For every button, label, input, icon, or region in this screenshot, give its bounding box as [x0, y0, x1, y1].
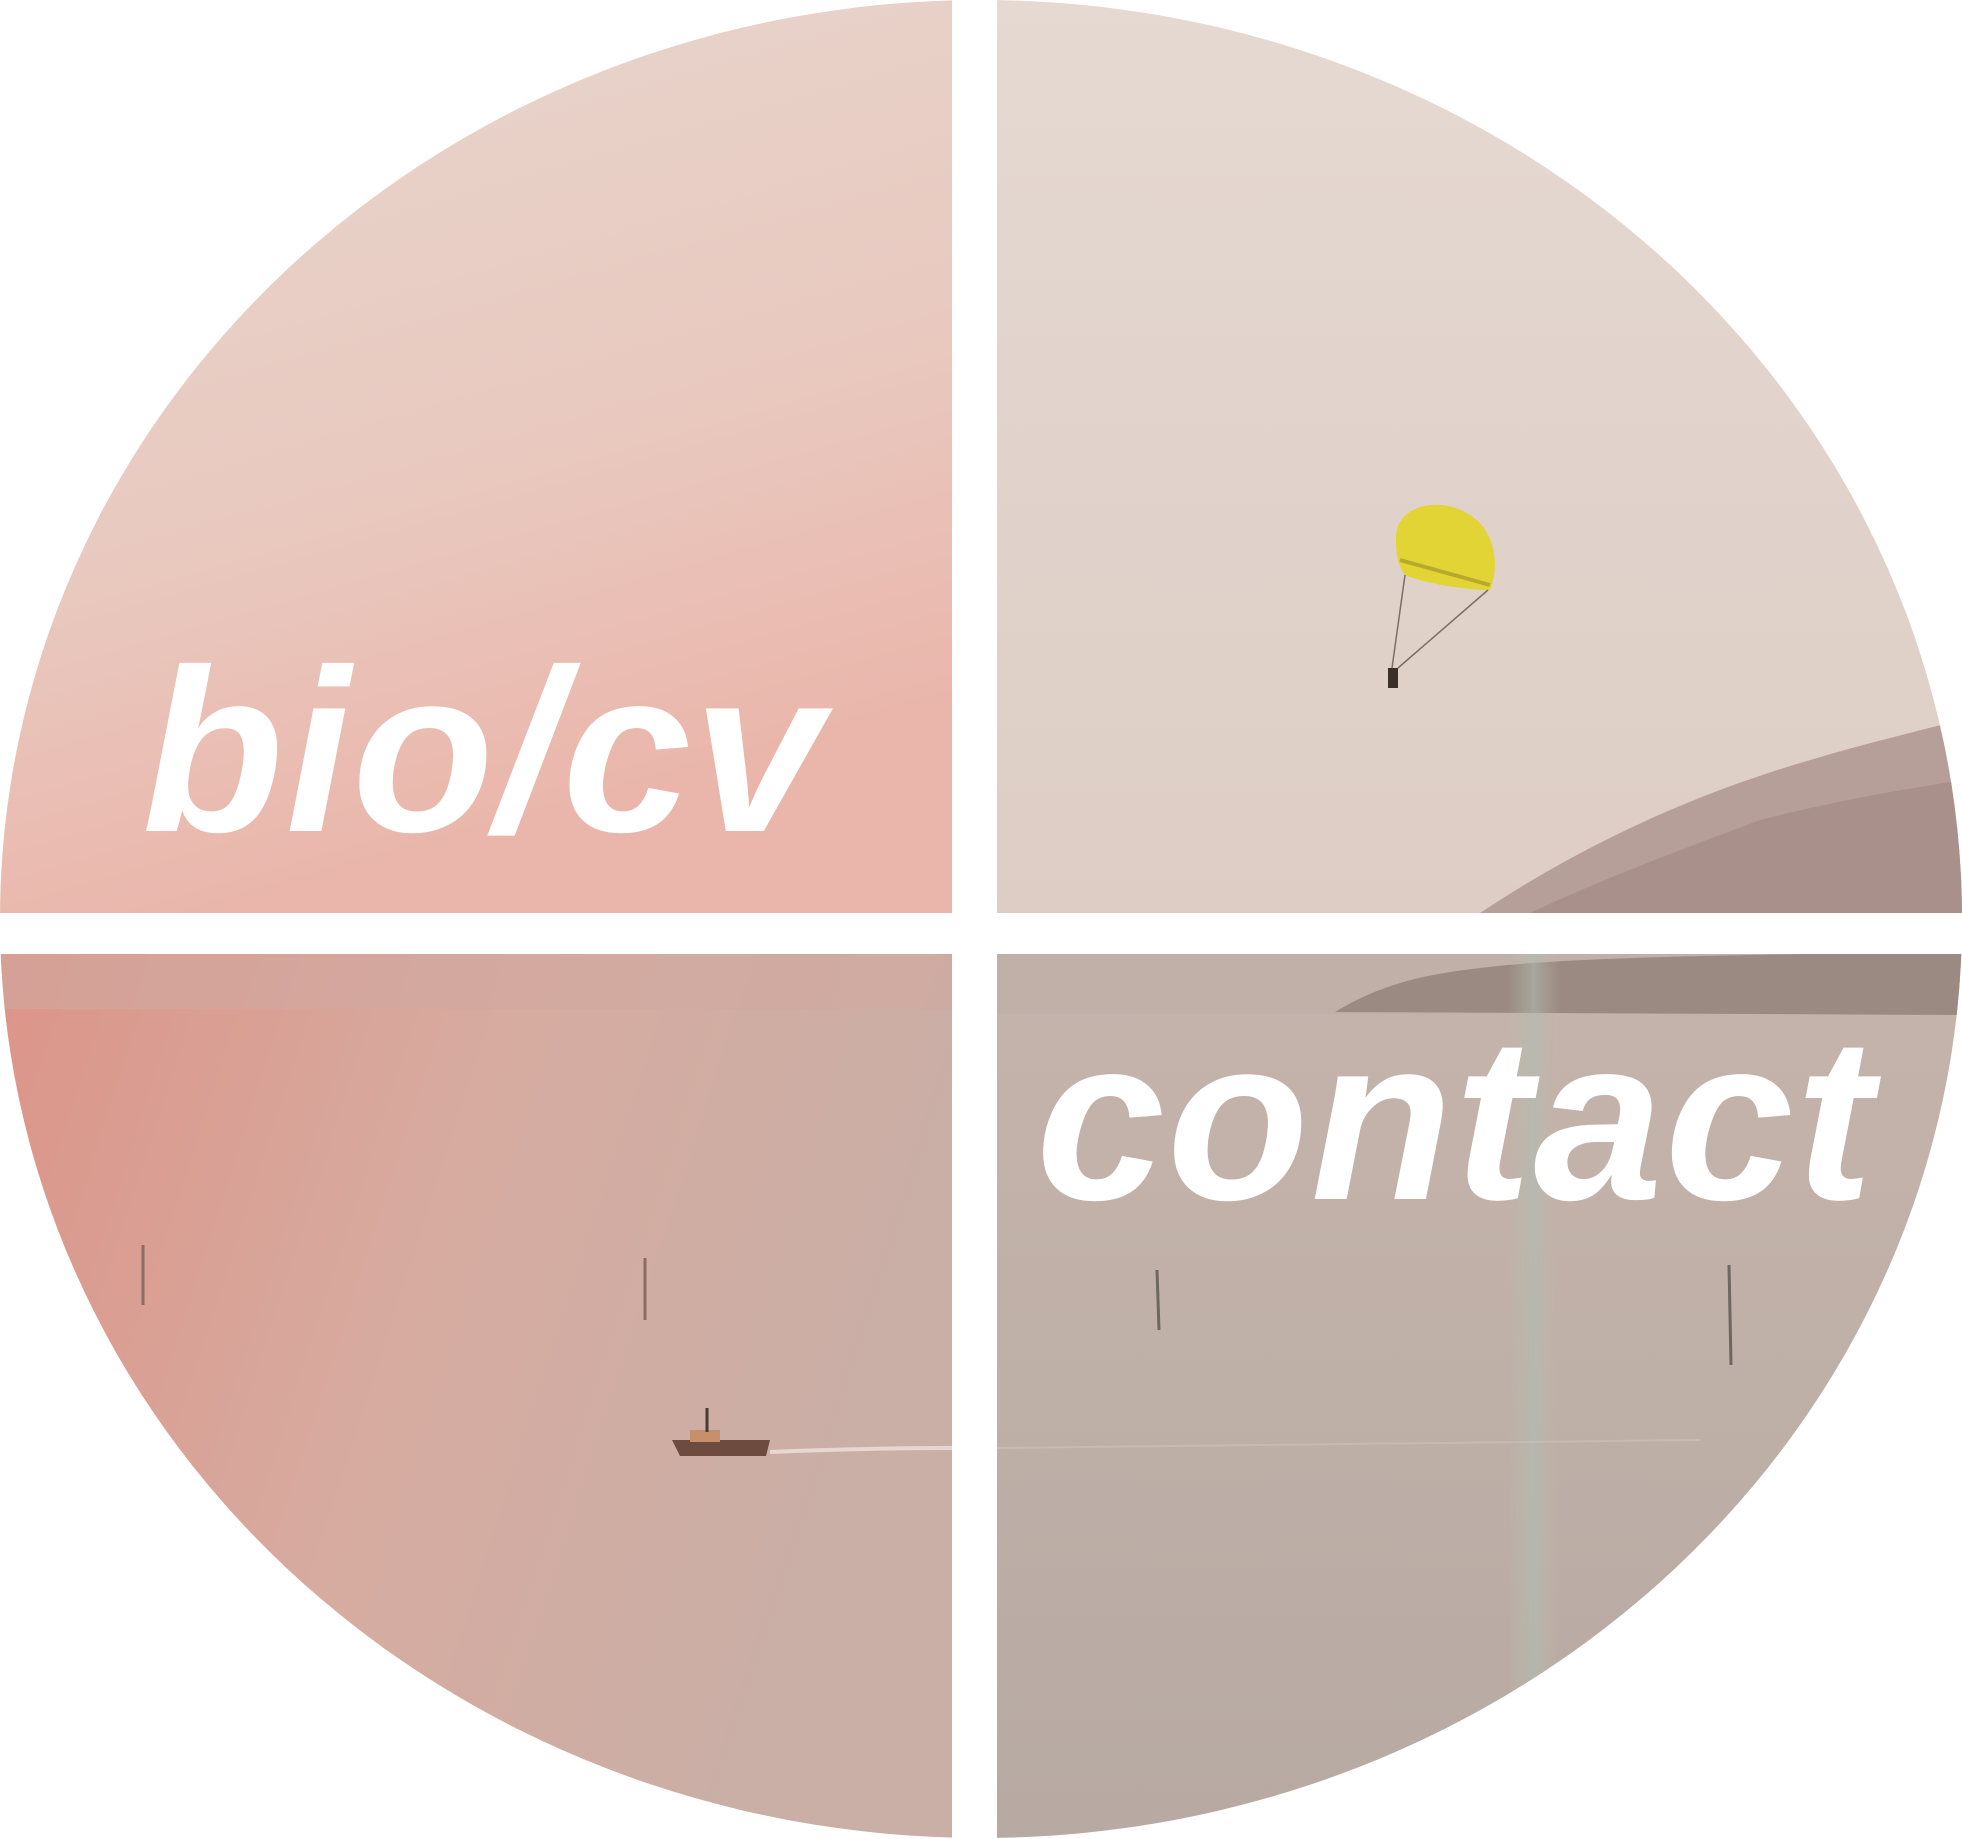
contact-link[interactable]: contact — [1036, 990, 1876, 1249]
quadrant-top-right — [997, 0, 1962, 913]
parasail-icon — [1388, 504, 1495, 688]
boat-icon — [672, 1408, 953, 1456]
bio-cv-link[interactable]: bio/cv — [142, 622, 825, 881]
quadrant-bottom-left — [0, 954, 953, 1838]
horizontal-divider — [0, 913, 1962, 954]
